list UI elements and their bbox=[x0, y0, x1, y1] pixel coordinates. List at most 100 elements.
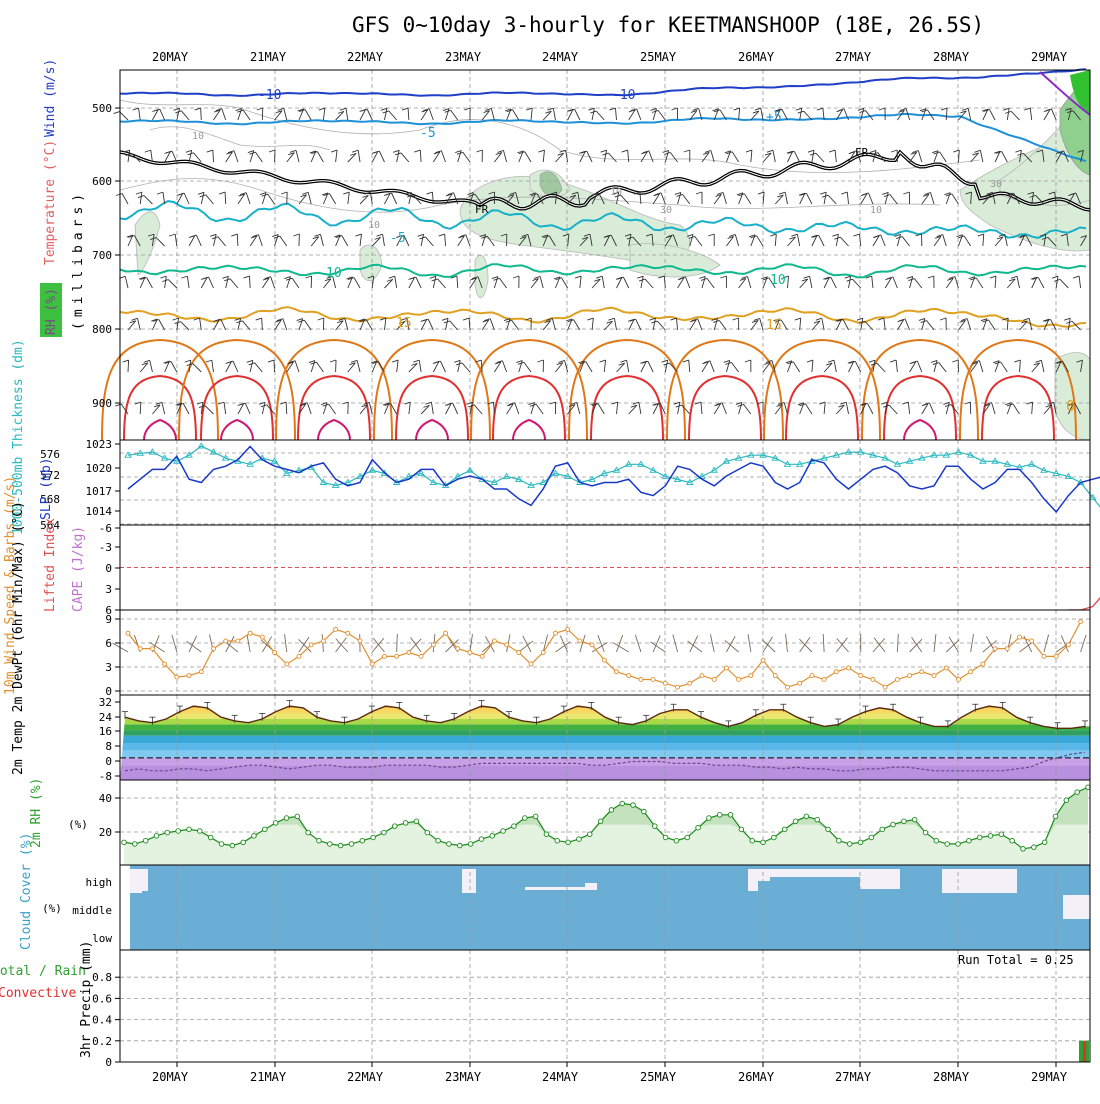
cloud-gap bbox=[942, 869, 1017, 893]
rh2m-point bbox=[403, 821, 408, 826]
rh2m-point bbox=[555, 838, 560, 843]
tick-label: 32 bbox=[99, 696, 112, 709]
tick-label: 1023 bbox=[86, 438, 113, 451]
rh2m-point bbox=[176, 829, 181, 834]
wind10m-point bbox=[468, 651, 472, 655]
rh2m-point bbox=[447, 842, 452, 847]
rh2m-point bbox=[815, 817, 820, 822]
rh2m-point bbox=[392, 824, 397, 829]
rh2m-point bbox=[750, 838, 755, 843]
top-date-label: 26MAY bbox=[738, 50, 775, 64]
label-rh10-d: 10 bbox=[368, 220, 380, 231]
top-date-label: 23MAY bbox=[445, 50, 482, 64]
tick-label: 6 bbox=[105, 637, 112, 650]
wind10m-point bbox=[346, 631, 350, 635]
ylabel-millibars: (millibars) bbox=[71, 189, 86, 330]
wind10m-point bbox=[163, 662, 167, 666]
wind10m-point bbox=[456, 647, 460, 651]
chart-title: GFS 0~10day 3-hourly for KEETMANSHOOP (1… bbox=[352, 13, 984, 37]
wind10m-point bbox=[700, 674, 704, 678]
tick-label: 1014 bbox=[86, 505, 113, 518]
wind10m-point bbox=[1005, 647, 1009, 651]
wind10m-point bbox=[749, 674, 753, 678]
rh-unit-label: (%) bbox=[68, 818, 88, 831]
wind10m-point bbox=[419, 654, 423, 658]
rh2m-point bbox=[728, 812, 733, 817]
upper-wind-barb bbox=[201, 108, 202, 120]
upper-wind-barb bbox=[225, 192, 226, 204]
precip-panel: 0.80.60.40.20 Run Total = 0.25 Total / R… bbox=[0, 941, 1090, 1069]
tick-label: 0 bbox=[105, 755, 112, 768]
wind10m-point bbox=[1030, 639, 1034, 643]
tick-label: 0.8 bbox=[92, 971, 112, 984]
millibars-label: (millibars) bbox=[71, 189, 86, 330]
run-total: Run Total = 0.25 bbox=[958, 953, 1074, 967]
wind10m-point bbox=[224, 639, 228, 643]
wind10m-point bbox=[822, 677, 826, 681]
rh2m-point bbox=[782, 827, 787, 832]
wind10m-point bbox=[883, 685, 887, 689]
wind10m-point bbox=[273, 651, 277, 655]
wind10m-point bbox=[1054, 654, 1058, 658]
rh2m-point bbox=[284, 816, 289, 821]
wind10m-point bbox=[810, 674, 814, 678]
wind10m-point bbox=[175, 675, 179, 679]
wind10m-point bbox=[676, 685, 680, 689]
tick-label: 9 bbox=[105, 613, 112, 626]
upper-wind-barb bbox=[140, 402, 141, 414]
wind10m-point bbox=[627, 674, 631, 678]
rh2m-point bbox=[793, 819, 798, 824]
rh2m-point bbox=[869, 835, 874, 840]
cloud-tick-label: middle bbox=[72, 904, 112, 917]
wind10m-barb bbox=[397, 634, 398, 652]
tick-label: 0.2 bbox=[92, 1035, 112, 1048]
wind10m-point bbox=[944, 666, 948, 670]
precip-conv-bar bbox=[1083, 1041, 1086, 1062]
wind10m-point bbox=[712, 677, 716, 681]
wind10m-point bbox=[566, 627, 570, 631]
rh2m-point bbox=[468, 842, 473, 847]
wind10m-point bbox=[1018, 635, 1022, 639]
upper-wind-barb bbox=[213, 150, 214, 162]
cloud-gap bbox=[130, 869, 142, 893]
tick-label: 8 bbox=[105, 740, 112, 753]
rh2m-point bbox=[696, 825, 701, 830]
rh2m-point bbox=[425, 830, 430, 835]
rh2m-point bbox=[999, 832, 1004, 837]
temp-label: 2m Temp 2m DewPt (6hr Min/Max) (°C) bbox=[11, 501, 26, 775]
tick-label: 24 bbox=[99, 711, 113, 724]
upper-air-panel: -10 -10 -5 +5 FR FR -5 10 10 15 15 10 10… bbox=[40, 59, 1090, 440]
rh-legend-label: RH (%) bbox=[44, 288, 59, 335]
top-date-label: 29MAY bbox=[1031, 50, 1068, 64]
rh2m-point bbox=[143, 838, 148, 843]
rh2m-point bbox=[1010, 838, 1015, 843]
wind10m-point bbox=[358, 639, 362, 643]
rh2m-point bbox=[349, 842, 354, 847]
label-minus5-upper: -5 bbox=[420, 126, 436, 141]
rh2m-point bbox=[880, 827, 885, 832]
bottom-date-label: 23MAY bbox=[445, 1070, 482, 1084]
wind10m-point bbox=[981, 662, 985, 666]
label-minus5-lower: -5 bbox=[390, 231, 406, 246]
top-date-label: 28MAY bbox=[933, 50, 970, 64]
top-date-label: 25MAY bbox=[640, 50, 677, 64]
ylabel-cape: CAPE (J/kg) bbox=[71, 526, 86, 612]
wind10m-point bbox=[615, 670, 619, 674]
rh2m-point bbox=[739, 827, 744, 832]
temp-band bbox=[120, 750, 1090, 757]
rh2m-point bbox=[230, 843, 235, 848]
rh2m-point bbox=[414, 819, 419, 824]
label-fr-a: FR bbox=[475, 203, 489, 216]
rh2m-point bbox=[923, 830, 928, 835]
rh2m-point bbox=[133, 842, 138, 847]
rh2m-point bbox=[956, 842, 961, 847]
cloud-tick-label: high bbox=[86, 876, 113, 889]
label-rh10-b: 10 bbox=[610, 187, 622, 198]
tick-label: 3 bbox=[105, 583, 112, 596]
